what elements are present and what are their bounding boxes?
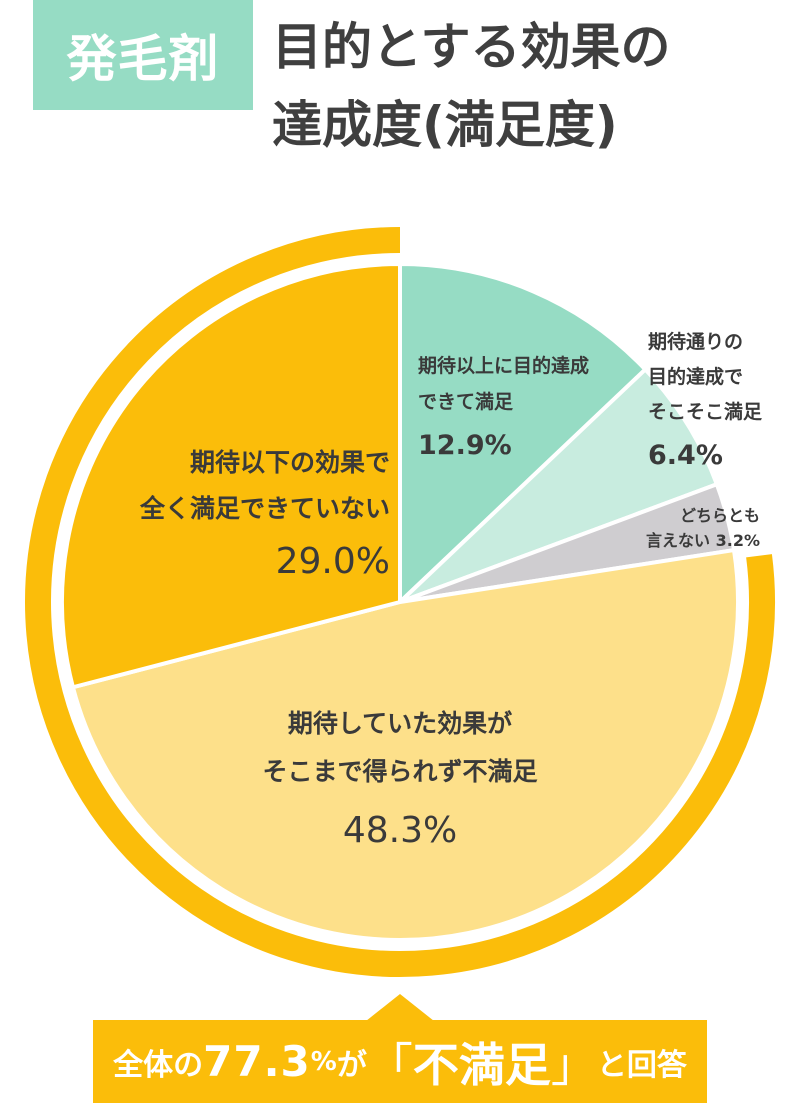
label-text: そこそこ満足 xyxy=(648,401,763,423)
label-text: そこまで得られず不満足 xyxy=(262,757,538,786)
callout-number: 77.3 xyxy=(203,1037,311,1086)
label-text: どちらとも xyxy=(679,506,760,525)
callout-open-bracket: 「 xyxy=(366,1037,413,1092)
slice-label-not-satisfied-at-all: 期待以下の効果で 全く満足できていない 29.0% xyxy=(80,440,390,592)
label-text: できて満足 xyxy=(418,391,514,413)
callout-suffix: と回答 xyxy=(596,1047,687,1083)
callout-keyword: 不満足 xyxy=(412,1037,551,1092)
pie-slices xyxy=(60,262,740,942)
slice-label-neutral: どちらとも 言えない 3.2% xyxy=(600,503,760,553)
callout-percent: % xyxy=(310,1046,337,1077)
label-text: 期待以下の効果で xyxy=(189,448,390,477)
slice-somewhat-dissatisfied xyxy=(70,548,740,942)
label-text: 全く満足できていない xyxy=(139,494,390,523)
slice-not-satisfied xyxy=(60,262,402,690)
label-text: 言えない 3.2% xyxy=(646,531,760,550)
callout-close-bracket: 」 xyxy=(550,1037,597,1092)
summary-callout: 全体の 77.3 % が 「 不満足 」 と回答 xyxy=(93,1020,707,1103)
title-line-2: 達成度(満足度) xyxy=(272,96,618,154)
label-value: 29.0% xyxy=(275,541,390,582)
callout-prefix: 全体の xyxy=(113,1047,204,1083)
label-text: 目的達成で xyxy=(648,366,744,388)
slice-label-somewhat-dissatisfied: 期待していた効果が そこまで得られず不満足 48.3% xyxy=(150,700,650,866)
label-text: 期待していた効果が xyxy=(287,709,513,738)
label-text: 期待通りの xyxy=(648,331,744,353)
callout-particle: が xyxy=(336,1047,367,1083)
slice-label-met-expectations: 期待通りの 目的達成で そこそこ満足 6.4% xyxy=(648,325,762,480)
category-badge: 発毛剤 xyxy=(33,0,253,110)
slice-label-exceeded-expectations: 期待以上に目的達成 できて満足 12.9% xyxy=(418,348,589,470)
page-title: 目的とする効果の 達成度(満足度) xyxy=(272,8,671,164)
callout-pointer xyxy=(366,994,434,1021)
dissatisfied-highlight-ring xyxy=(25,227,775,977)
slice-met xyxy=(398,367,719,604)
slice-exceeded xyxy=(398,262,648,604)
pie-chart xyxy=(25,227,775,977)
title-line-1: 目的とする効果の xyxy=(272,18,671,76)
label-value: 6.4% xyxy=(648,440,723,471)
label-value: 48.3% xyxy=(342,810,458,851)
label-value: 12.9% xyxy=(418,430,512,461)
label-text: 期待以上に目的達成 xyxy=(418,355,590,377)
